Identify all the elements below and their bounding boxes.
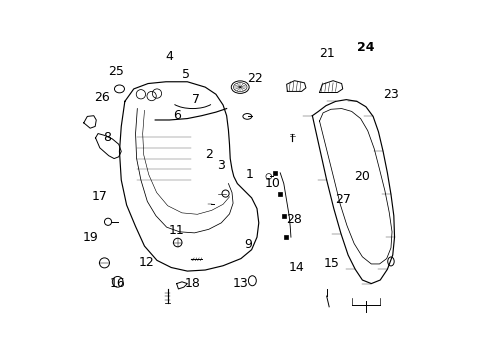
Text: 5: 5 <box>181 68 189 81</box>
Text: 23: 23 <box>382 88 398 101</box>
Text: 4: 4 <box>165 50 173 63</box>
Text: 11: 11 <box>168 224 184 237</box>
Text: 25: 25 <box>108 64 123 77</box>
Text: 1: 1 <box>245 168 253 181</box>
Text: 6: 6 <box>172 109 180 122</box>
Text: 28: 28 <box>286 213 302 226</box>
Text: 8: 8 <box>103 131 111 144</box>
Text: 26: 26 <box>94 91 109 104</box>
Text: 18: 18 <box>184 277 200 290</box>
Text: 9: 9 <box>244 238 251 251</box>
Text: 13: 13 <box>233 277 248 290</box>
Text: 17: 17 <box>92 190 107 203</box>
Text: 20: 20 <box>354 170 369 183</box>
Text: 3: 3 <box>217 159 225 172</box>
Text: 24: 24 <box>356 41 374 54</box>
Text: 7: 7 <box>192 93 200 106</box>
Text: 19: 19 <box>82 231 98 244</box>
Text: 15: 15 <box>324 257 339 270</box>
Text: 10: 10 <box>264 177 281 190</box>
Text: 2: 2 <box>204 148 212 162</box>
Text: 21: 21 <box>318 47 334 60</box>
Text: 27: 27 <box>334 193 350 206</box>
Text: 12: 12 <box>138 256 154 269</box>
Text: 16: 16 <box>110 277 125 290</box>
Text: 14: 14 <box>288 261 304 274</box>
Text: 22: 22 <box>247 72 263 85</box>
